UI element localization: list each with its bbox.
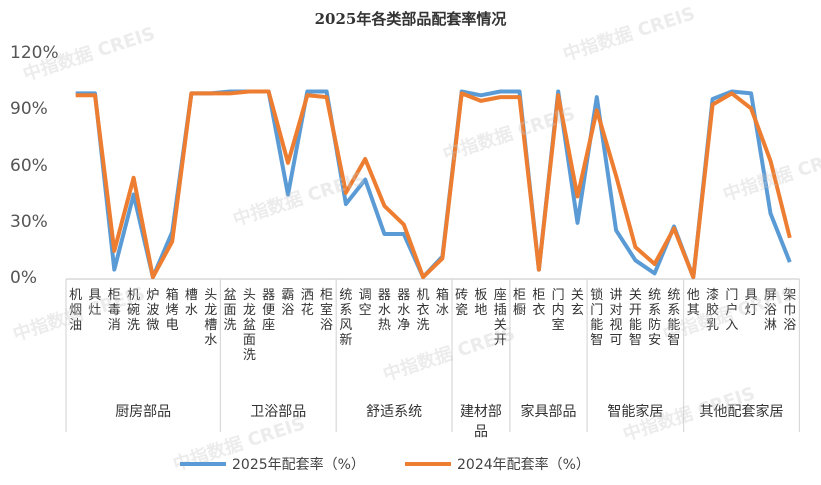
x-tick-label: 其他 <box>686 288 700 318</box>
x-tick-label: 花洒 <box>300 288 314 318</box>
x-tick-label: 水槽龙头 <box>204 288 218 348</box>
x-tick-label: 水槽 <box>184 288 198 318</box>
x-tick-label: 乳胶漆 <box>706 288 720 333</box>
legend-label-2025: 2025年配套率（%） <box>232 457 365 473</box>
legend-swatch-2025 <box>180 462 226 466</box>
x-tick-label: 可视对讲 <box>609 288 623 348</box>
x-tick-label: 入户门 <box>725 288 739 333</box>
x-tick-label: 洗面盆龙头 <box>242 288 256 363</box>
x-tick-label: 浴巾架 <box>783 288 797 333</box>
group-label: 建材部品 <box>459 404 502 440</box>
x-tick-label: 微波炉 <box>146 288 160 333</box>
x-tick-label: 智能开关 <box>628 288 642 348</box>
y-tick-label: 30% <box>10 211 48 232</box>
series-line-2024 <box>75 89 792 280</box>
x-tick-label: 空调 <box>358 288 372 318</box>
y-tick-label: 90% <box>10 99 48 120</box>
x-tick-label: 玄关 <box>570 288 584 318</box>
x-tick-label: 室内门 <box>551 288 565 333</box>
y-tick-label: 60% <box>10 155 48 176</box>
x-tick-label: 热水器 <box>377 288 391 333</box>
legend-item-2025: 2025年配套率（%） <box>180 454 365 474</box>
group-label: 卫浴部品 <box>250 404 307 420</box>
legend-item-2024: 2024年配套率（%） <box>405 454 590 474</box>
x-tick-label: 净水器 <box>397 288 411 333</box>
x-tick-label: 浴室柜 <box>320 288 334 333</box>
group-label: 智能家居 <box>607 404 664 420</box>
x-tick-label: 瓷砖 <box>455 288 469 318</box>
x-tick-label: 智能门锁 <box>590 288 604 348</box>
x-tick-label: 冰箱 <box>435 288 449 318</box>
y-tick-label: 0% <box>10 268 37 288</box>
x-tick-label: 油烟机 <box>69 288 83 333</box>
x-tick-label: 橱柜 <box>513 288 527 318</box>
group-label: 其他配套家居 <box>699 404 784 420</box>
group-label: 舒适系统 <box>366 404 423 420</box>
chart-title: 2025年各类部品配套率情况 <box>314 10 507 28</box>
y-tick-label: 120% <box>10 43 59 63</box>
legend-swatch-2024 <box>405 462 451 466</box>
x-tick-label: 灶具 <box>88 288 102 318</box>
legend-label-2024: 2024年配套率（%） <box>457 457 590 473</box>
x-tick-label: 安防系统 <box>648 288 662 348</box>
x-tick-label: 洗衣机 <box>416 288 430 333</box>
x-tick-label: 浴霸 <box>281 288 295 318</box>
x-tick-label: 洗碗机 <box>127 288 141 333</box>
x-tick-label: 智能系统 <box>667 288 681 348</box>
x-tick-label: 电烤箱 <box>165 288 179 333</box>
x-tick-label: 开关插座 <box>493 288 507 348</box>
x-tick-label: 淋浴屏 <box>763 288 777 333</box>
x-tick-label: 消毒柜 <box>107 288 121 333</box>
x-tick-label: 新风系统 <box>339 288 353 348</box>
x-tick-label: 灯具 <box>744 288 758 318</box>
group-label: 家具部品 <box>520 404 577 420</box>
x-tick-label: 地板 <box>474 288 488 318</box>
group-label: 厨房部品 <box>115 404 172 420</box>
x-tick-label: 座便器 <box>262 288 276 333</box>
x-tick-label: 洗面盆 <box>223 288 237 333</box>
x-tick-label: 衣柜 <box>532 288 546 318</box>
